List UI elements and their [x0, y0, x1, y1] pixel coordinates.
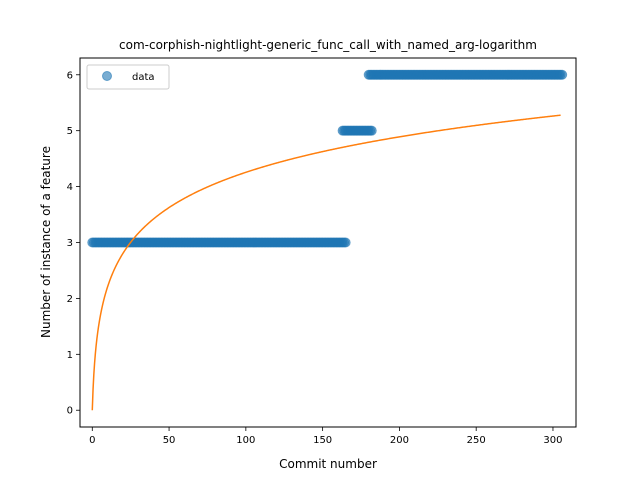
legend: data	[87, 65, 169, 89]
y-tick-label: 1	[67, 350, 73, 361]
y-tick-label: 0	[67, 406, 73, 417]
x-tick-label: 300	[543, 435, 562, 446]
legend-marker-data	[103, 72, 112, 81]
chart-title: com-corphish-nightlight-generic_func_cal…	[119, 38, 537, 52]
y-tick-label: 3	[67, 238, 73, 249]
data-point	[341, 238, 350, 247]
y-axis-label: Number of instance of a feature	[39, 146, 53, 338]
legend-box	[87, 65, 169, 89]
y-tick-label: 6	[67, 70, 73, 81]
x-tick-label: 100	[236, 435, 255, 446]
y-tick-label: 4	[67, 182, 73, 193]
x-tick-label: 50	[163, 435, 176, 446]
x-tick-label: 200	[390, 435, 409, 446]
x-tick-label: 250	[467, 435, 486, 446]
y-tick-label: 2	[67, 294, 73, 305]
x-tick-label: 0	[89, 435, 95, 446]
x-axis-label: Commit number	[279, 457, 377, 471]
data-point	[367, 126, 376, 135]
legend-label-data: data	[132, 72, 155, 83]
y-tick-label: 5	[67, 126, 73, 137]
x-tick-label: 150	[313, 435, 332, 446]
data-point	[558, 70, 567, 79]
